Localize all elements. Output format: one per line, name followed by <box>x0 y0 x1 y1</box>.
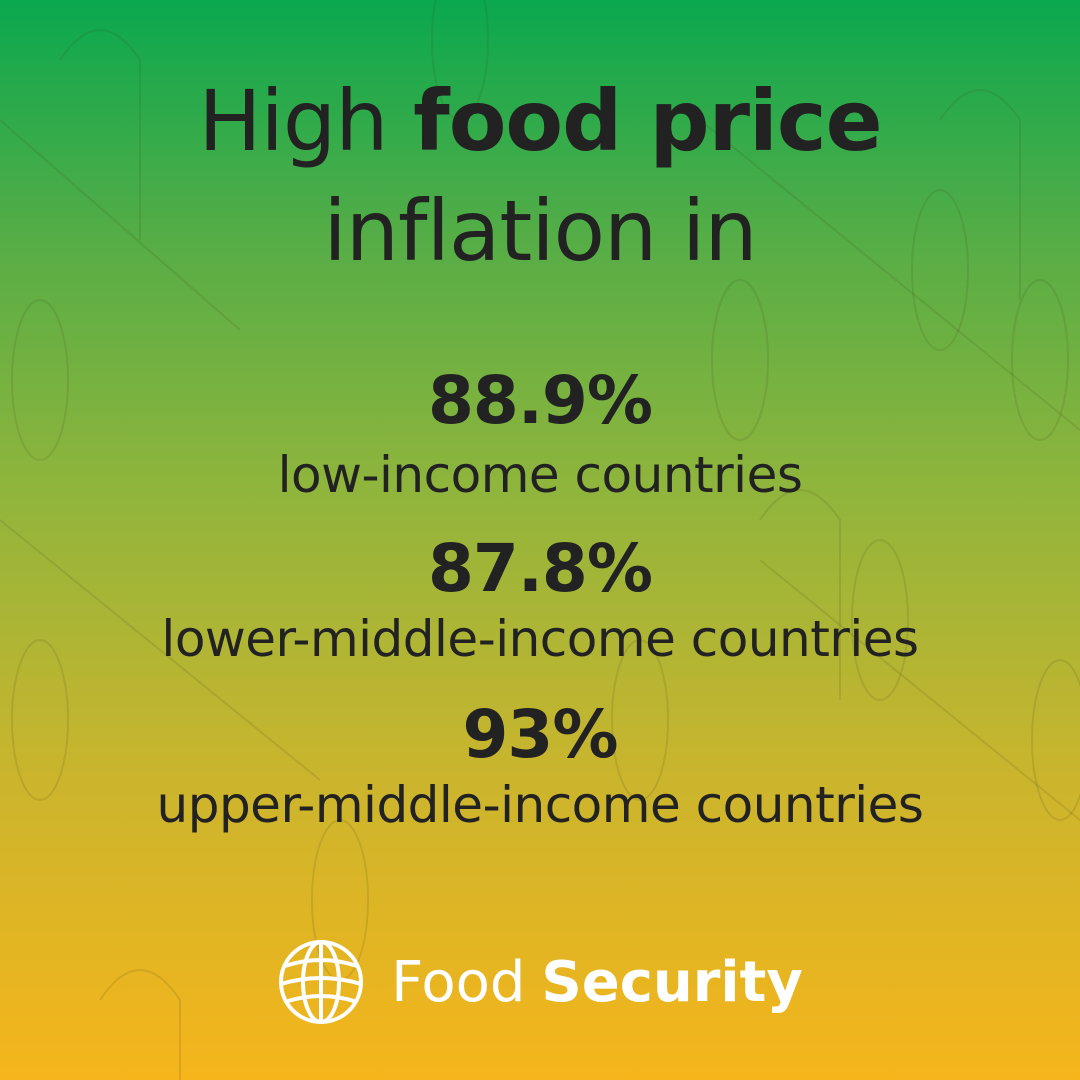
globe-logo <box>279 940 364 1024</box>
stat-value: 88.9% <box>428 362 653 439</box>
brand-emphasis: Security <box>541 949 803 1015</box>
title-line-1: High food price <box>0 72 1080 170</box>
stat-label: lower-middle-income countries <box>161 610 919 668</box>
title-text: High <box>198 72 414 170</box>
title-emphasis: food price <box>413 72 882 170</box>
footer-brand: Food Security <box>0 938 1080 1026</box>
title-line-2: inflation in <box>323 182 757 280</box>
stat-value: 93% <box>462 696 619 773</box>
brand-text: Food <box>391 949 526 1015</box>
stat-value: 87.8% <box>428 530 653 607</box>
stat-label: low-income countries <box>277 446 803 504</box>
stat-label: upper-middle-income countries <box>156 776 924 834</box>
